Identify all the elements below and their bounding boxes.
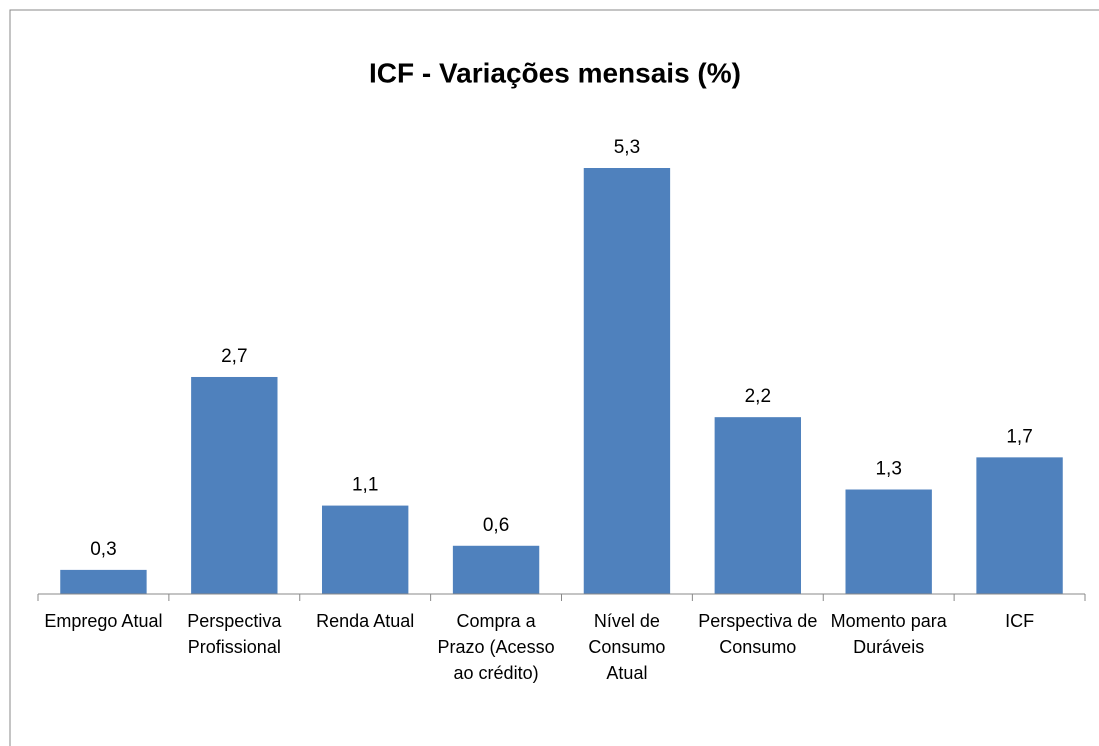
data-label: 5,3 — [614, 137, 640, 158]
data-label: 0,3 — [90, 539, 116, 560]
x-tick-label: Nível de Consumo Atual — [588, 611, 666, 683]
x-tick-label: ICF — [1005, 611, 1035, 631]
x-tick-label: Perspectiva de Consumo — [698, 611, 818, 657]
bar — [191, 376, 278, 594]
x-tick-label: Compra a Prazo (Acesso ao crédito) — [437, 611, 555, 683]
x-tick-label: Emprego Atual — [44, 611, 163, 631]
data-label: 2,7 — [221, 346, 247, 367]
bar — [583, 168, 671, 594]
data-label: 0,6 — [483, 515, 509, 536]
data-label: 1,1 — [352, 475, 378, 496]
x-tick-label: Perspectiva Profissional — [187, 611, 282, 657]
bar — [321, 505, 409, 594]
chart-title: ICF - Variações mensais (%) — [369, 57, 741, 88]
bar — [60, 569, 147, 594]
x-tick-label: Momento para Duráveis — [830, 611, 947, 657]
x-tick-label: Renda Atual — [316, 611, 415, 631]
bar — [452, 545, 540, 594]
bar — [976, 457, 1063, 594]
bar — [714, 417, 802, 594]
data-label: 1,3 — [875, 459, 901, 480]
data-label: 2,2 — [745, 386, 771, 407]
bar — [845, 489, 932, 594]
data-label: 1,7 — [1006, 426, 1032, 447]
